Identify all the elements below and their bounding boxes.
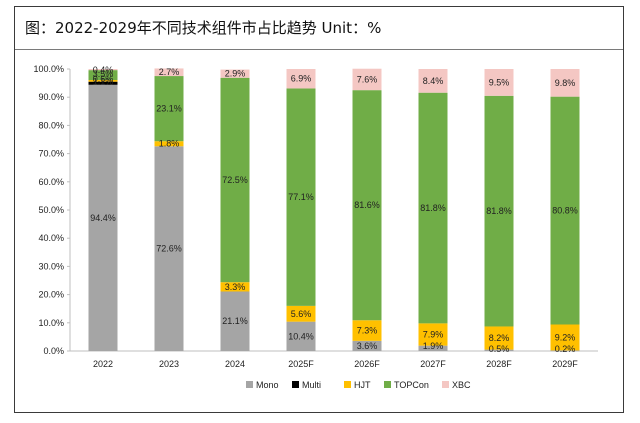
bar-segment-xbc bbox=[484, 69, 514, 96]
y-tick-label: 80.0% bbox=[38, 120, 64, 130]
y-tick-label: 100.0% bbox=[33, 64, 64, 74]
y-tick-label: 20.0% bbox=[38, 290, 64, 300]
x-tick-label: 2023 bbox=[159, 359, 179, 369]
y-tick-label: 40.0% bbox=[38, 233, 64, 243]
data-label: 6.9% bbox=[291, 74, 312, 84]
data-label: 0.6% bbox=[93, 74, 114, 84]
bar-segment-topcon bbox=[286, 88, 316, 306]
bar-segment-xbc bbox=[418, 69, 448, 93]
bar-segment-hjt bbox=[154, 141, 184, 147]
bar-segment-mono bbox=[550, 350, 580, 352]
bar-segment-mono bbox=[88, 84, 118, 352]
y-tick-label: 10.0% bbox=[38, 318, 64, 328]
data-label: 81.6% bbox=[354, 200, 380, 210]
title-divider bbox=[15, 49, 623, 50]
data-label: 1.1% bbox=[93, 76, 114, 86]
data-label: 21.1% bbox=[222, 316, 248, 326]
legend-swatch-hjt bbox=[344, 381, 351, 388]
y-tick-label: 90.0% bbox=[38, 92, 64, 102]
bar-segment-mono bbox=[484, 349, 514, 351]
data-label: 1.8% bbox=[159, 139, 180, 149]
bar-segment-hjt bbox=[418, 323, 448, 346]
x-tick-label: 2028F bbox=[486, 359, 512, 369]
data-label: 81.8% bbox=[486, 206, 512, 216]
bar-segment-xbc bbox=[286, 69, 316, 89]
data-label: 0.2% bbox=[555, 344, 576, 354]
bar-segment-mono bbox=[286, 321, 316, 351]
data-label: 9.5% bbox=[489, 77, 510, 87]
data-label: 80.8% bbox=[552, 206, 578, 216]
x-tick-label: 2026F bbox=[354, 359, 380, 369]
data-label: 81.8% bbox=[420, 203, 446, 213]
bar-segment-topcon bbox=[220, 77, 250, 283]
y-tick-label: 70.0% bbox=[38, 149, 64, 159]
y-tick-label: 50.0% bbox=[38, 205, 64, 215]
bar-segment-xbc bbox=[88, 69, 118, 71]
data-label: 1.9% bbox=[423, 341, 444, 351]
data-label: 7.9% bbox=[423, 330, 444, 340]
bar-segment-mono bbox=[154, 146, 184, 351]
x-tick-label: 2022 bbox=[93, 359, 113, 369]
bar-segment-xbc bbox=[352, 68, 382, 91]
x-tick-label: 2025F bbox=[288, 359, 314, 369]
bar-segment-hjt bbox=[484, 326, 514, 350]
legend-label-topcon: TOPCon bbox=[394, 380, 429, 390]
data-label: 72.5% bbox=[222, 175, 248, 185]
data-label: 23.1% bbox=[156, 104, 182, 114]
data-label: 3.6% bbox=[357, 341, 378, 351]
data-label: 3.3% bbox=[225, 282, 246, 292]
bar-segment-hjt bbox=[88, 79, 118, 82]
data-label: 2.7% bbox=[159, 67, 180, 77]
data-label: 7.3% bbox=[357, 326, 378, 336]
bar-segment-topcon bbox=[484, 95, 514, 327]
y-tick-label: 30.0% bbox=[38, 261, 64, 271]
data-label: 0.4% bbox=[93, 65, 114, 75]
legend-label-xbc: XBC bbox=[452, 380, 471, 390]
x-tick-label: 2029F bbox=[552, 359, 578, 369]
legend-label-hjt: HJT bbox=[354, 380, 371, 390]
legend-label-multi: Multi bbox=[302, 380, 321, 390]
bar-segment-topcon bbox=[88, 70, 118, 80]
bar-segment-xbc bbox=[220, 69, 250, 78]
legend-label-mono: Mono bbox=[256, 380, 279, 390]
data-label: 9.2% bbox=[555, 332, 576, 342]
bar-segment-hjt bbox=[352, 320, 382, 341]
data-label: 94.4% bbox=[90, 213, 116, 223]
legend-swatch-mono bbox=[246, 381, 253, 388]
data-label: 5.6% bbox=[291, 309, 312, 319]
chart-title: 图：2022-2029年不同技术组件市占比趋势 Unit：% bbox=[25, 19, 382, 37]
bar-segment-topcon bbox=[154, 76, 184, 142]
legend-swatch-topcon bbox=[384, 381, 391, 388]
data-label: 7.6% bbox=[357, 74, 378, 84]
x-tick-label: 2024 bbox=[225, 359, 245, 369]
data-label: 3.5% bbox=[93, 69, 114, 79]
bar-segment-multi bbox=[88, 81, 118, 85]
data-label: 2.9% bbox=[225, 69, 246, 79]
bar-segment-hjt bbox=[220, 282, 250, 292]
legend-swatch-multi bbox=[292, 381, 299, 388]
data-label: 77.1% bbox=[288, 192, 314, 202]
legend-swatch-xbc bbox=[442, 381, 449, 388]
bar-segment-topcon bbox=[352, 90, 382, 321]
y-tick-label: 0.0% bbox=[43, 346, 64, 356]
data-label: 0.5% bbox=[489, 344, 510, 354]
bar-segment-mono bbox=[418, 345, 448, 351]
x-tick-label: 2027F bbox=[420, 359, 446, 369]
bar-segment-hjt bbox=[286, 305, 316, 322]
bar-segment-xbc bbox=[550, 69, 580, 97]
y-tick-label: 60.0% bbox=[38, 177, 64, 187]
bar-segment-hjt bbox=[550, 324, 580, 351]
data-label: 8.4% bbox=[423, 76, 444, 86]
data-label: 72.6% bbox=[156, 244, 182, 254]
bar-segment-topcon bbox=[418, 92, 448, 324]
data-label: 8.2% bbox=[489, 333, 510, 343]
data-label: 9.8% bbox=[555, 78, 576, 88]
bar-segment-mono bbox=[352, 340, 382, 351]
bar-segment-topcon bbox=[550, 96, 580, 325]
bar-segment-xbc bbox=[154, 68, 184, 77]
bar-segment-mono bbox=[220, 291, 250, 351]
data-label: 10.4% bbox=[288, 331, 314, 341]
